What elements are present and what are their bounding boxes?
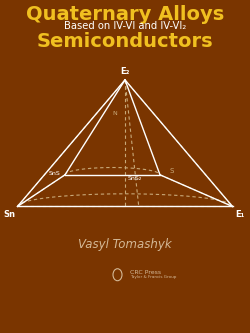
Text: E₂: E₂	[120, 67, 130, 76]
Text: N: N	[112, 111, 117, 116]
Text: SnS: SnS	[48, 170, 60, 176]
Text: S: S	[170, 168, 174, 174]
Text: Quaternary Alloys: Quaternary Alloys	[26, 5, 224, 24]
Text: Based on IV-VI and IV-VI₂: Based on IV-VI and IV-VI₂	[64, 21, 186, 31]
Text: E₁: E₁	[235, 210, 244, 219]
Text: Taylor & Francis Group: Taylor & Francis Group	[130, 275, 176, 279]
Text: Sn: Sn	[3, 210, 15, 219]
Text: Vasyl Tomashyk: Vasyl Tomashyk	[78, 238, 172, 251]
Text: Semiconductors: Semiconductors	[37, 32, 213, 51]
Text: SnS₂: SnS₂	[128, 176, 142, 181]
Text: CRC Press: CRC Press	[130, 269, 161, 275]
